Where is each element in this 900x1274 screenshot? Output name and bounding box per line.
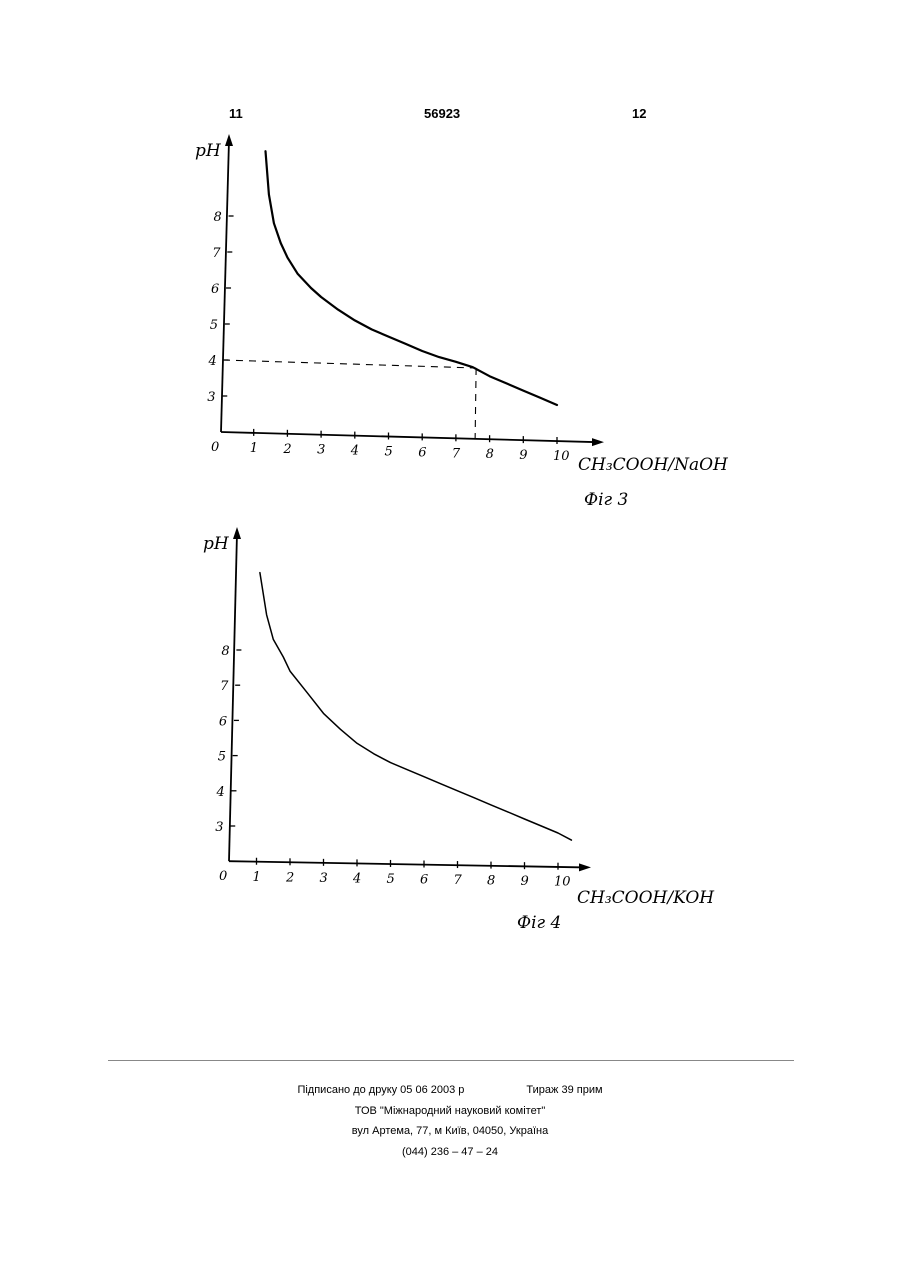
y-tick-label: 7 — [220, 679, 229, 694]
y-tick-label: 8 — [221, 644, 229, 659]
footer-signed: Підписано до друку 05 06 2003 р — [297, 1084, 464, 1096]
figure-caption: Фіг 4 — [517, 913, 561, 933]
series-line — [260, 573, 572, 841]
x-tick-label: 8 — [487, 874, 495, 889]
footer-phone: (044) 236 – 47 – 24 — [0, 1146, 900, 1158]
footer-print-info: Підписано до друку 05 06 2003 р Тираж 39 … — [0, 1084, 900, 1096]
x-axis-label: CH₃COOH/KOH — [577, 888, 715, 908]
y-tick-label: 3 — [215, 820, 223, 835]
footer-organization: ТОВ "Міжнародний науковий комітет" — [0, 1105, 900, 1117]
x-tick-label: 5 — [387, 872, 395, 887]
x-tick-label: 2 — [285, 870, 294, 885]
x-tick-label: 1 — [253, 870, 261, 885]
x-axis — [229, 861, 585, 867]
y-tick-label: 6 — [219, 714, 227, 729]
x-tick-label: 3 — [320, 871, 328, 886]
x-tick-label: 4 — [352, 871, 361, 886]
y-tick-label: 5 — [218, 750, 226, 765]
y-tick-label: 4 — [215, 785, 224, 800]
x-axis-arrow — [579, 863, 591, 871]
footer-divider — [108, 1060, 794, 1061]
y-axis-label: pH — [203, 534, 230, 554]
footer-address: вул Артема, 77, м Київ, 04050, Україна — [0, 1125, 900, 1137]
footer-circulation: Тираж 39 прим — [526, 1084, 602, 1096]
x-tick-label: 10 — [554, 875, 571, 890]
y-axis — [229, 533, 237, 861]
x-tick-label: 9 — [521, 874, 529, 889]
chart-fig4: 3 4 5 6 7 8 0 1 2 3 4 5 6 7 8 9 10 pH CH₃COOH/KOH Фіг 4 — [0, 0, 900, 950]
y-axis-arrow — [233, 527, 241, 539]
x-tick-label: 6 — [420, 873, 428, 888]
x-tick-label: 0 — [219, 869, 227, 884]
x-tick-label: 7 — [454, 873, 463, 888]
